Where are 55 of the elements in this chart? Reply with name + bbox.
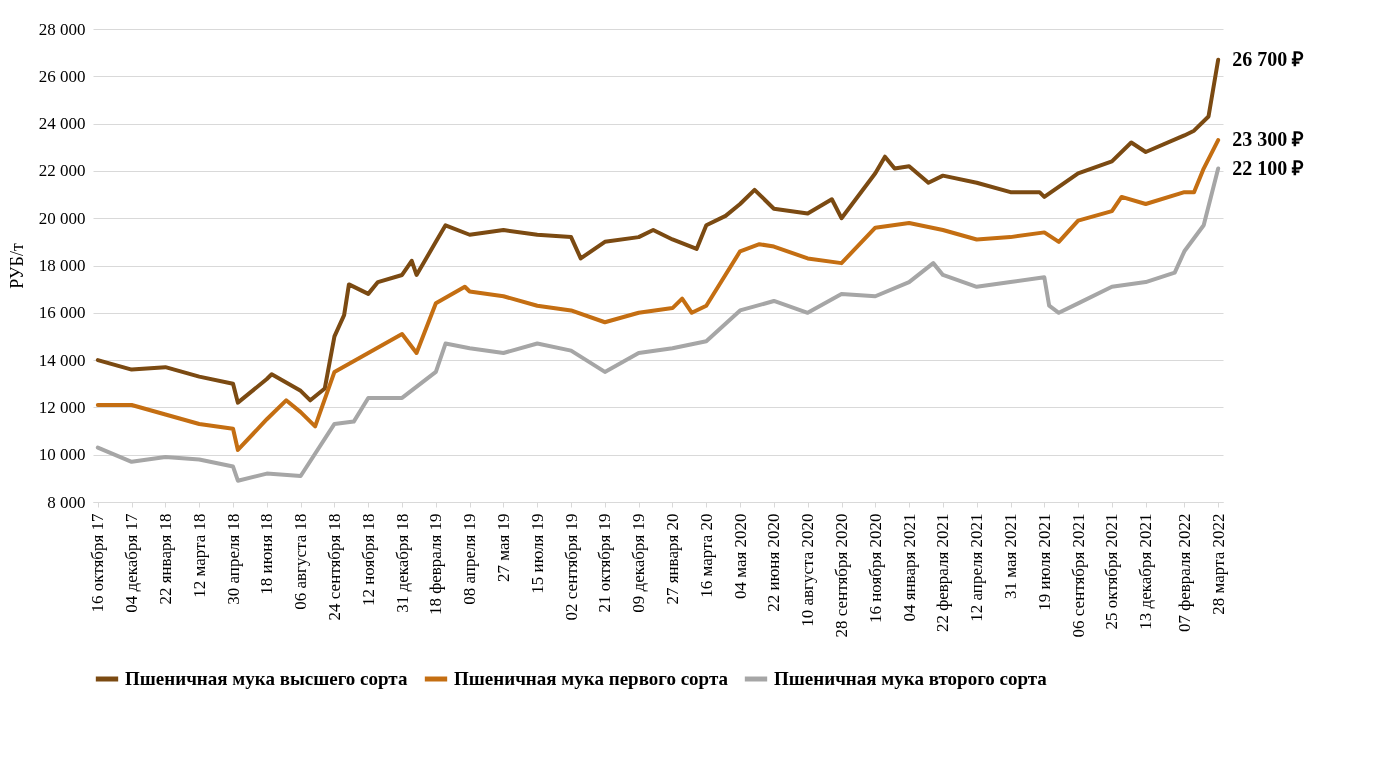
x-tick-label: 09 декабря 19 bbox=[629, 513, 649, 613]
y-tick-label: 16 000 bbox=[38, 303, 86, 323]
x-tick-label: 31 мая 2021 bbox=[1001, 513, 1021, 600]
y-tick-label: 20 000 bbox=[38, 208, 86, 228]
x-tick-label: 12 апреля 2021 bbox=[967, 513, 987, 622]
legend-label: Пшеничная мука первого сорта bbox=[454, 668, 729, 689]
x-tick-label: 02 сентября 19 bbox=[561, 513, 581, 621]
x-tick-label: 18 февраля 19 bbox=[426, 513, 446, 616]
x-tick-label: 27 мая 19 bbox=[493, 513, 513, 583]
x-tick-label: 15 июля 19 bbox=[527, 513, 547, 594]
x-tick-label: 18 июня 18 bbox=[257, 513, 277, 595]
y-tick-label: 8 000 bbox=[47, 492, 86, 512]
x-tick-label: 07 февраля 2022 bbox=[1174, 513, 1194, 633]
x-tick-label: 16 ноября 2020 bbox=[865, 513, 885, 624]
x-tick-label: 06 сентября 2021 bbox=[1068, 513, 1088, 638]
x-tick-label: 24 сентября 18 bbox=[324, 513, 344, 621]
y-tick-label: 28 000 bbox=[38, 19, 86, 39]
x-tick-label: 27 января 20 bbox=[662, 513, 682, 605]
y-axis-title: РУБ/т bbox=[6, 243, 27, 289]
y-tick-label: 26 000 bbox=[38, 66, 86, 86]
x-tick-label: 30 апреля 18 bbox=[223, 513, 243, 605]
x-tick-label: 16 октября 17 bbox=[88, 513, 108, 613]
y-tick-label: 18 000 bbox=[38, 256, 86, 275]
x-tick-label: 21 октября 19 bbox=[595, 513, 615, 613]
annotation: 26 700 ₽ bbox=[1232, 47, 1305, 70]
x-tick-label: 28 марта 2022 bbox=[1208, 513, 1228, 615]
x-tick-label: 22 января 18 bbox=[155, 513, 175, 605]
x-tick-label: 04 декабря 17 bbox=[122, 513, 142, 613]
legend-label: Пшеничная мука высшего сорта bbox=[125, 668, 408, 689]
y-tick-label: 12 000 bbox=[38, 397, 86, 417]
x-tick-label: 06 августа 18 bbox=[291, 513, 311, 610]
legend-label: Пшеничная мука второго сорта bbox=[774, 668, 1048, 689]
x-tick-label: 25 октября 2021 bbox=[1102, 513, 1122, 630]
annotation: 22 100 ₽ bbox=[1232, 156, 1305, 179]
y-tick-label: 22 000 bbox=[38, 161, 86, 181]
x-tick-label: 22 июня 2020 bbox=[764, 513, 784, 612]
x-tick-label: 12 марта 18 bbox=[189, 513, 209, 598]
y-tick-label: 24 000 bbox=[38, 114, 86, 134]
x-tick-label: 08 апреля 19 bbox=[460, 513, 480, 605]
x-tick-label: 04 января 2021 bbox=[899, 513, 919, 622]
x-tick-label: 19 июля 2021 bbox=[1034, 513, 1054, 611]
annotation: 23 300 ₽ bbox=[1232, 128, 1305, 151]
x-tick-label: 04 мая 2020 bbox=[730, 513, 750, 600]
x-tick-label: 31 декабря 18 bbox=[392, 513, 412, 613]
x-tick-label: 10 августа 2020 bbox=[798, 513, 818, 627]
x-tick-label: 16 марта 20 bbox=[696, 513, 716, 598]
x-tick-label: 12 ноября 18 bbox=[358, 513, 378, 607]
x-tick-label: 13 декабря 2021 bbox=[1136, 513, 1156, 630]
line-series bbox=[95, 138, 1221, 452]
y-tick-label: 10 000 bbox=[38, 445, 86, 465]
y-tick-label: 14 000 bbox=[38, 350, 86, 370]
line-series bbox=[95, 166, 1221, 483]
line-series bbox=[95, 57, 1221, 405]
x-tick-label: 28 сентября 2020 bbox=[832, 513, 851, 638]
x-tick-label: 22 февраля 2021 bbox=[933, 513, 953, 633]
